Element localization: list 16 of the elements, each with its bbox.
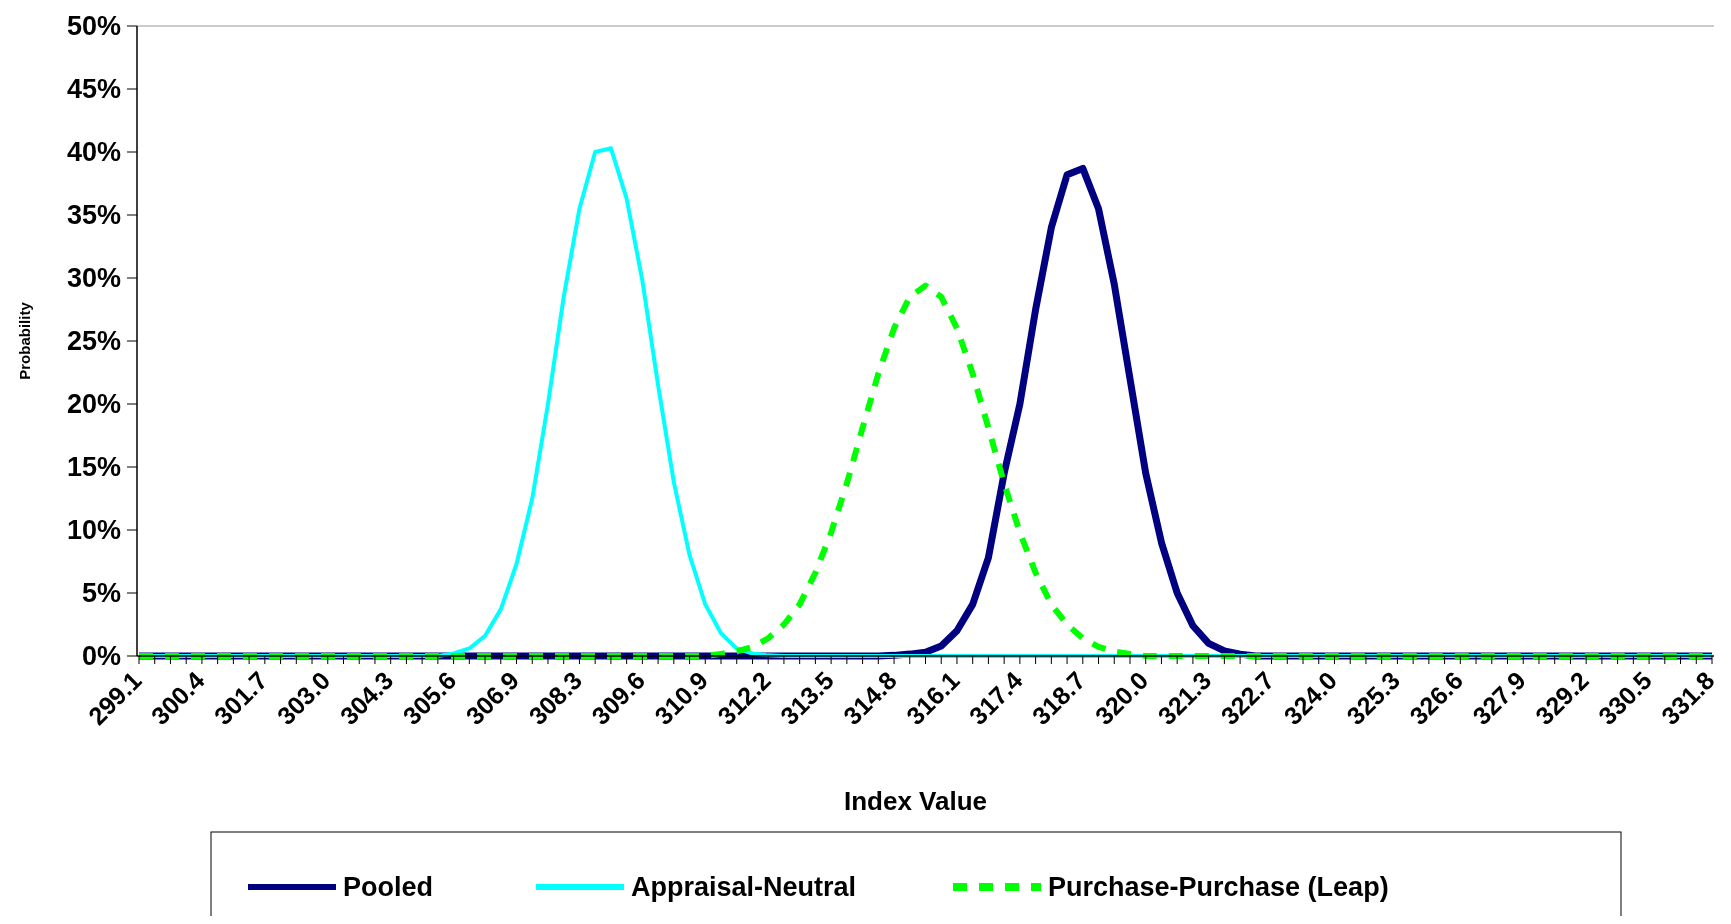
y-tick-label: 15% [66,452,121,483]
y-tick-label: 45% [66,74,121,105]
y-tick-label: 35% [66,200,121,231]
y-tick-label: 25% [66,326,121,357]
y-axis-title: Probability [16,301,33,380]
legend-label: Purchase-Purchase (Leap) [1048,872,1389,903]
legend-label: Pooled [343,872,434,903]
y-tick-label: 0% [81,641,121,672]
y-tick-label: 40% [66,137,121,168]
x-axis-title: Index Value [843,786,988,816]
y-tick-label: 50% [66,11,121,42]
y-tick-label: 20% [66,389,121,420]
y-tick-label: 10% [66,515,121,546]
legend-label: Appraisal-Neutral [631,872,857,903]
y-tick-label: 5% [81,578,121,609]
y-tick-label: 30% [66,263,121,294]
